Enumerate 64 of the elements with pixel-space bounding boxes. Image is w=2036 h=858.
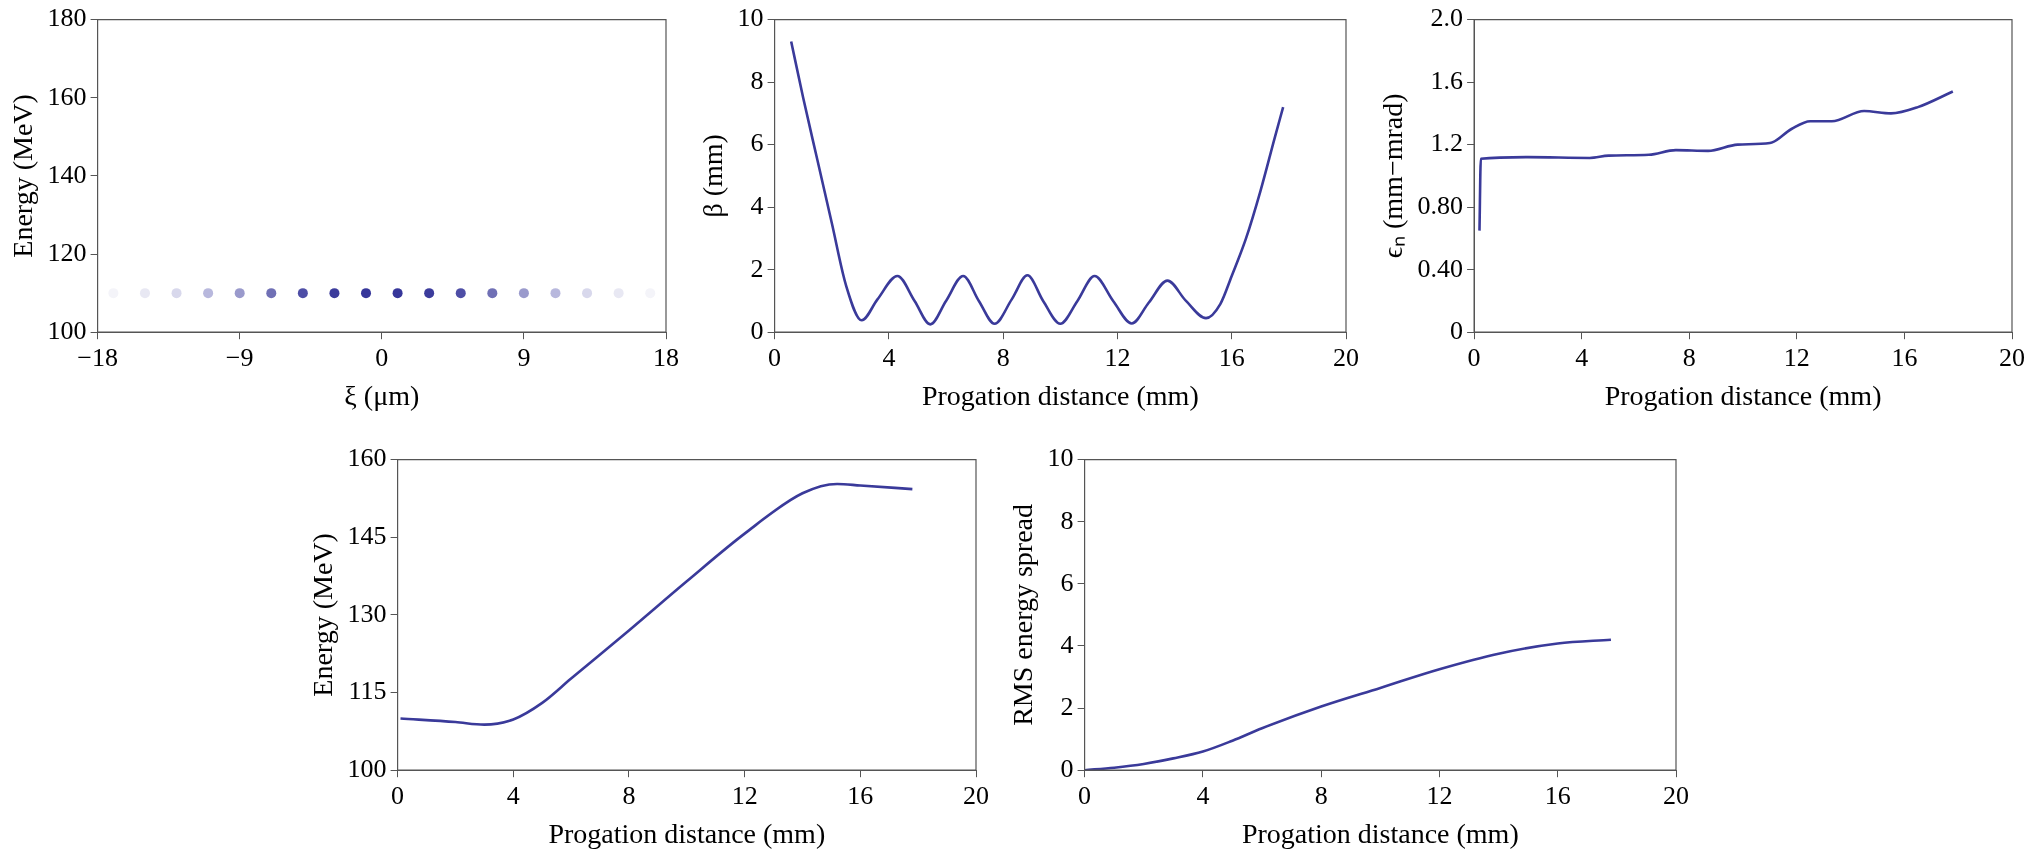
x-tick-label: 16: [1544, 780, 1571, 810]
line-series: [399, 482, 914, 726]
y-tick-label: 0: [1450, 316, 1464, 346]
y-tick-label: 4: [1060, 629, 1074, 659]
y-tick-label: 2: [1060, 691, 1074, 721]
y-tick-label: 2: [750, 253, 764, 283]
line-series: [1084, 638, 1613, 771]
x-tick-label: 16: [1891, 342, 1918, 372]
x-tick-label: 8: [622, 780, 636, 810]
y-tick-label: 0: [1060, 754, 1074, 784]
y-tick-label: 100: [347, 754, 387, 784]
y-axis-title: Energy (MeV): [7, 94, 39, 258]
y-axis-title: β (mm): [697, 134, 729, 218]
x-tick-label: 18: [653, 342, 679, 372]
x-tick-label: 8: [1682, 342, 1696, 372]
y-tick-label: 1.6: [1430, 65, 1464, 95]
x-axis-title: Progation distance (mm): [921, 379, 1199, 411]
x-tick-label: 9: [517, 342, 531, 372]
line-series: [1478, 90, 1955, 232]
y-axis-title: Energy (MeV): [307, 533, 339, 697]
x-axis-title: Progation distance (mm): [1604, 379, 1882, 411]
y-tick-label: 10: [1047, 443, 1074, 473]
x-tick-label: −9: [225, 342, 254, 372]
x-axis-title: ξ (μm): [344, 379, 420, 411]
y-tick-label: 145: [347, 521, 387, 551]
x-axis-title: Progation distance (mm): [1241, 817, 1519, 849]
y-tick-label: 115: [348, 676, 387, 706]
y-tick-label: 2.0: [1430, 3, 1464, 33]
y-tick-label: 140: [47, 159, 87, 189]
x-tick-label: 4: [882, 342, 896, 372]
x-tick-label: 8: [996, 342, 1010, 372]
y-tick-label: 10: [737, 3, 764, 33]
x-tick-label: 16: [847, 780, 874, 810]
y-tick-label: 8: [750, 65, 764, 95]
y-tick-label: 4: [750, 190, 764, 220]
y-tick-label: 0: [750, 316, 764, 346]
y-tick-label: 6: [1060, 567, 1074, 597]
y-tick-label: 130: [347, 598, 387, 628]
y-tick-label: 160: [347, 443, 387, 473]
x-tick-label: 20: [963, 780, 989, 810]
x-tick-label: 16: [1218, 342, 1245, 372]
x-tick-label: 8: [1314, 780, 1328, 810]
x-tick-label: 20: [1999, 342, 2025, 372]
y-tick-label: 0.80: [1417, 190, 1464, 220]
x-tick-label: 12: [731, 780, 758, 810]
x-tick-label: 4: [1196, 780, 1210, 810]
x-tick-label: 20: [1333, 342, 1359, 372]
x-tick-label: 12: [1783, 342, 1810, 372]
y-tick-label: 160: [47, 81, 87, 111]
y-tick-label: 6: [750, 128, 764, 158]
y-tick-label: 8: [1060, 505, 1074, 535]
y-axis-title: ϵₙ (mm−mrad): [1377, 93, 1409, 259]
y-axis-title: RMS energy spread: [1007, 503, 1039, 726]
y-tick-label: 180: [47, 3, 87, 33]
y-tick-label: 120: [47, 237, 87, 267]
x-tick-label: 4: [506, 780, 520, 810]
x-tick-label: 12: [1426, 780, 1453, 810]
line-series: [789, 40, 1285, 326]
y-tick-label: 1.2: [1430, 128, 1464, 158]
x-tick-label: 12: [1104, 342, 1131, 372]
x-axis-title: Progation distance (mm): [548, 817, 826, 849]
x-tick-label: 4: [1575, 342, 1589, 372]
y-tick-label: 0.40: [1417, 253, 1464, 283]
x-tick-label: 20: [1663, 780, 1689, 810]
